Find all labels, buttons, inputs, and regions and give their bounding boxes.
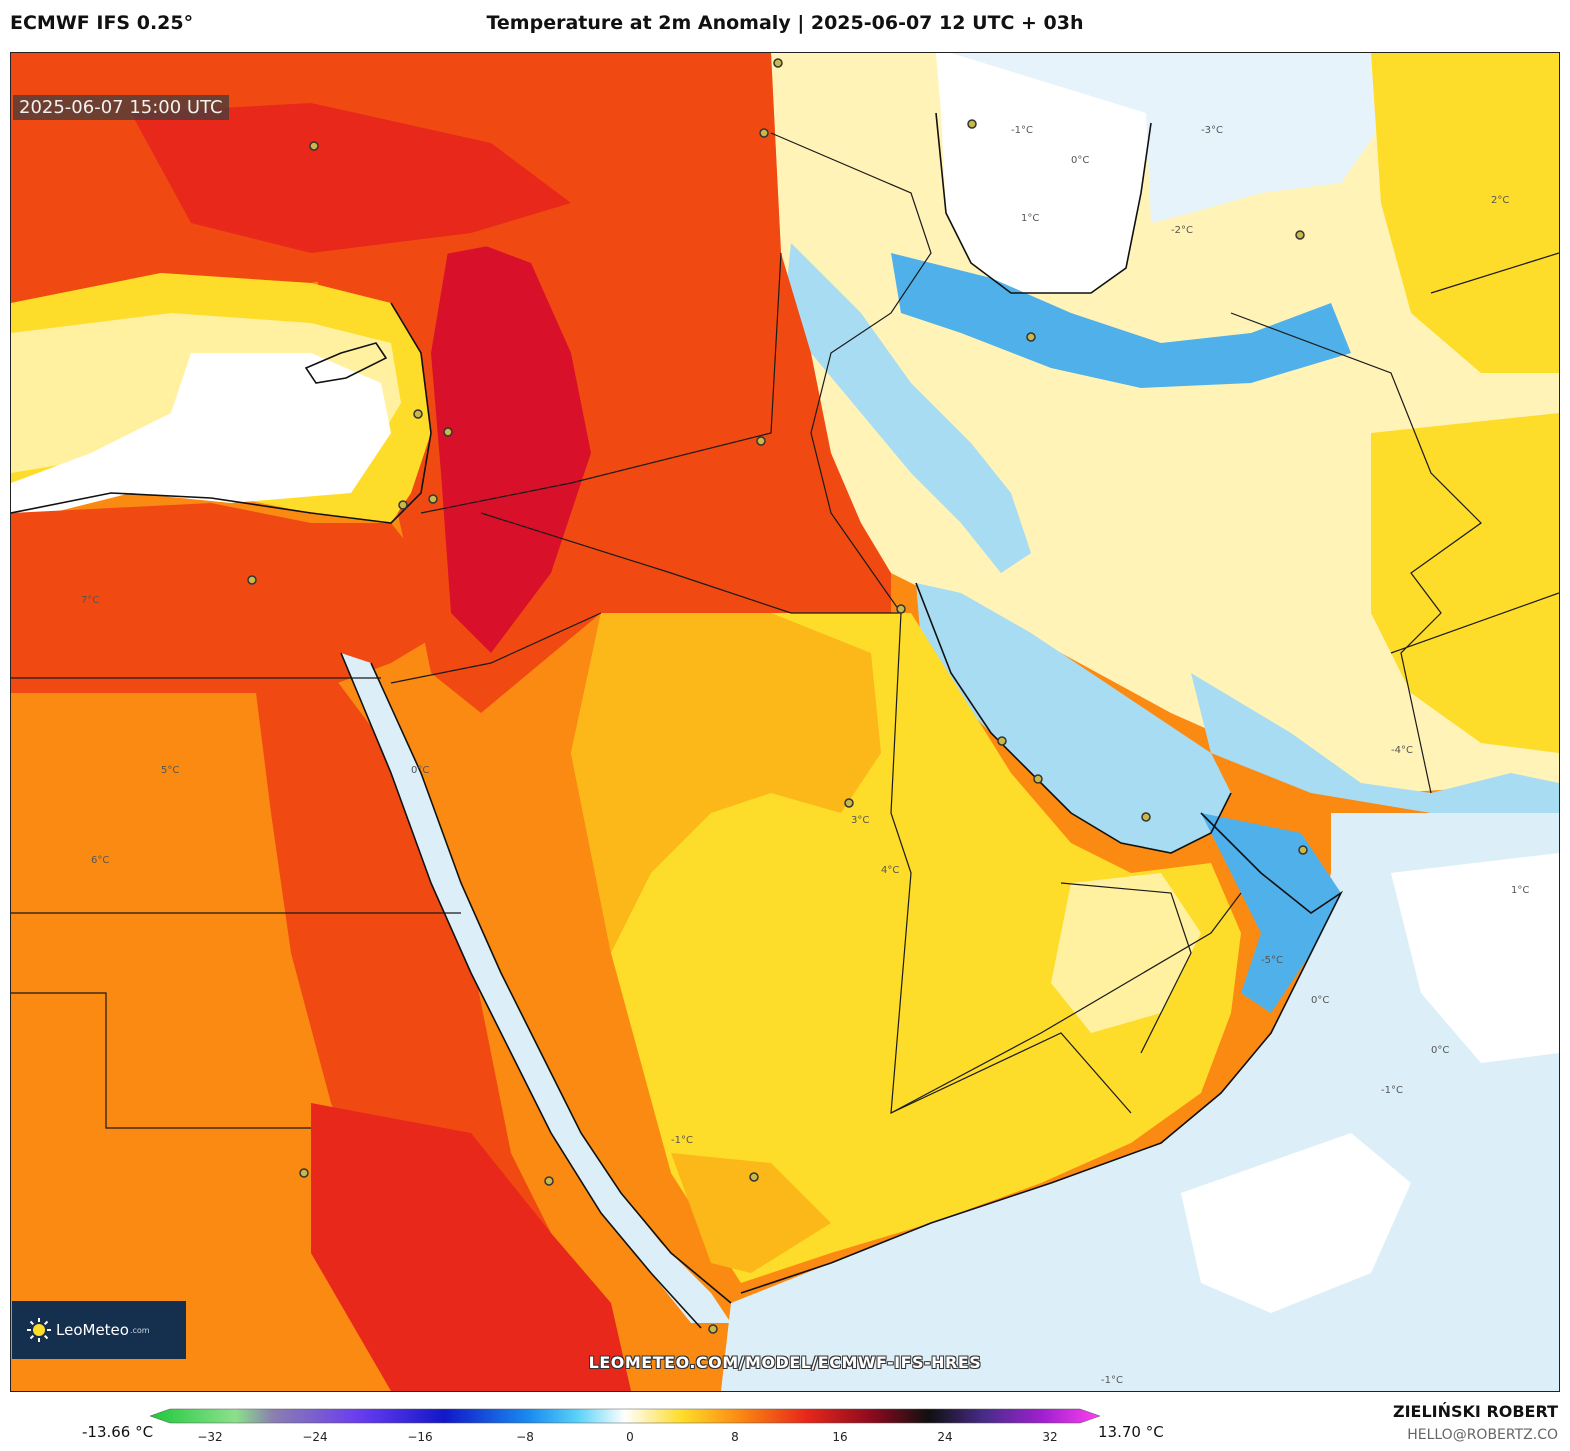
city-marker: [428, 494, 438, 504]
yemen-orange: [671, 1153, 831, 1273]
contour-label: 0°C: [411, 765, 429, 776]
contour-label: 2°C: [1491, 195, 1509, 206]
colorbar-tick: 8: [731, 1430, 739, 1444]
contour-label: 0°C: [1071, 155, 1089, 166]
logo-domain: .com: [129, 1325, 150, 1335]
city-marker: [299, 1168, 309, 1178]
pakistan-yellow: [1371, 413, 1559, 753]
colorbar-tick: 24: [937, 1430, 952, 1444]
colorbar-tick: 32: [1042, 1430, 1057, 1444]
contour-label: 6°C: [91, 855, 109, 866]
colorbar-tick: −24: [302, 1430, 327, 1444]
caspian-sea: [936, 53, 1151, 293]
sun-icon: [27, 1318, 51, 1342]
contour-labels: -1°C 0°C 1°C 2°C 3°C 4°C 5°C 6°C 7°C -5°…: [81, 125, 1529, 1386]
valid-time-stamp: 2025-06-07 15:00 UTC: [13, 95, 229, 120]
author-email[interactable]: HELLO@ROBERTZ.CO: [1407, 1427, 1558, 1443]
contour-label: 3°C: [851, 815, 869, 826]
city-marker: [1295, 230, 1305, 240]
city-marker: [398, 500, 408, 510]
turkey-core: [131, 103, 571, 253]
arabia-orange-band: [571, 613, 881, 953]
contour-label: -2°C: [1171, 225, 1193, 236]
contour-label: 4°C: [881, 865, 899, 876]
anomaly-map[interactable]: -1°C 0°C 1°C 2°C 3°C 4°C 5°C 6°C 7°C -5°…: [10, 52, 1560, 1392]
map-title: Temperature at 2m Anomaly | 2025-06-07 1…: [486, 12, 1084, 34]
city-marker: [773, 58, 783, 68]
persian-gulf: [916, 583, 1231, 853]
city-marker: [896, 604, 906, 614]
mediterranean-white: [11, 353, 391, 513]
east-yellow: [1371, 53, 1559, 373]
city-marker: [756, 436, 766, 446]
colorbar-svg: −32 −24 −16 −8 0 8 16 24 32: [149, 1408, 1101, 1444]
leometeo-logo[interactable]: LeoMeteo .com: [12, 1301, 186, 1359]
colorbar: −32 −24 −16 −8 0 8 16 24 32: [149, 1405, 1101, 1449]
city-marker: [1026, 332, 1036, 342]
city-marker: [967, 119, 977, 129]
colorbar-min-label: -13.66 °C: [82, 1423, 154, 1441]
southeast-iran-blue: [1191, 673, 1559, 813]
contour-label: -4°C: [1391, 745, 1413, 756]
model-url[interactable]: LEOMETEO.COM/MODEL/ECMWF-IFS-HRES: [588, 1353, 982, 1372]
egypt-orange: [11, 503, 441, 713]
ethiopia-hot: [311, 1103, 631, 1391]
contour-label: 5°C: [161, 765, 179, 776]
contour-label: -1°C: [1381, 1085, 1403, 1096]
colorbar-tick: −32: [197, 1430, 222, 1444]
colorbar-gradient: [149, 1408, 1101, 1424]
contour-label: 1°C: [1511, 885, 1529, 896]
contour-label: 1°C: [1021, 213, 1039, 224]
city-marker: [749, 1172, 759, 1182]
model-label: ECMWF IFS 0.25°: [10, 12, 194, 34]
city-marker: [997, 736, 1007, 746]
red-sea: [341, 653, 731, 1323]
city-marker: [247, 575, 257, 585]
contour-label: -1°C: [1011, 125, 1033, 136]
zagros-blue: [786, 243, 1031, 573]
contour-label: -1°C: [1101, 1375, 1123, 1386]
city-marker: [413, 409, 423, 419]
city-marker: [544, 1176, 554, 1186]
elburz-blue: [891, 253, 1351, 388]
colorbar-tick: 0: [626, 1430, 634, 1444]
contour-label: -3°C: [1201, 125, 1223, 136]
map-canvas: -1°C 0°C 1°C 2°C 3°C 4°C 5°C 6°C 7°C -5°…: [11, 53, 1559, 1391]
arabian-sea-white: [1391, 853, 1559, 1063]
colorbar-tick: 16: [832, 1430, 847, 1444]
syria-very-hot: [431, 233, 591, 653]
contour-label: 7°C: [81, 595, 99, 606]
contour-label: -1°C: [671, 1135, 693, 1146]
coastlines: [11, 112, 1344, 1329]
empty-quarter-pale: [1051, 873, 1201, 1033]
contour-label: 0°C: [1431, 1045, 1449, 1056]
city-markers: [247, 58, 1308, 1334]
colorbar-tick: −16: [407, 1430, 432, 1444]
city-marker: [1033, 774, 1043, 784]
city-marker: [844, 798, 854, 808]
city-marker: [443, 427, 453, 437]
colorbar-tick: −8: [516, 1430, 534, 1444]
logo-text: LeoMeteo: [56, 1321, 129, 1339]
colorbar-max-label: 13.70 °C: [1098, 1423, 1164, 1441]
city-marker: [1298, 845, 1308, 855]
northeast-pale-blue: [951, 53, 1376, 223]
contour-label: 0°C: [1311, 995, 1329, 1006]
country-borders: [11, 132, 1559, 1129]
arabian-sea-white-2: [1181, 1133, 1411, 1313]
city-marker: [309, 141, 319, 151]
city-marker: [759, 128, 769, 138]
gulf-of-oman: [1201, 813, 1341, 1013]
city-marker: [1141, 812, 1151, 822]
contour-label: -5°C: [1261, 955, 1283, 966]
author-name: ZIELIŃSKI ROBERT: [1392, 1402, 1558, 1421]
city-marker: [708, 1324, 718, 1334]
